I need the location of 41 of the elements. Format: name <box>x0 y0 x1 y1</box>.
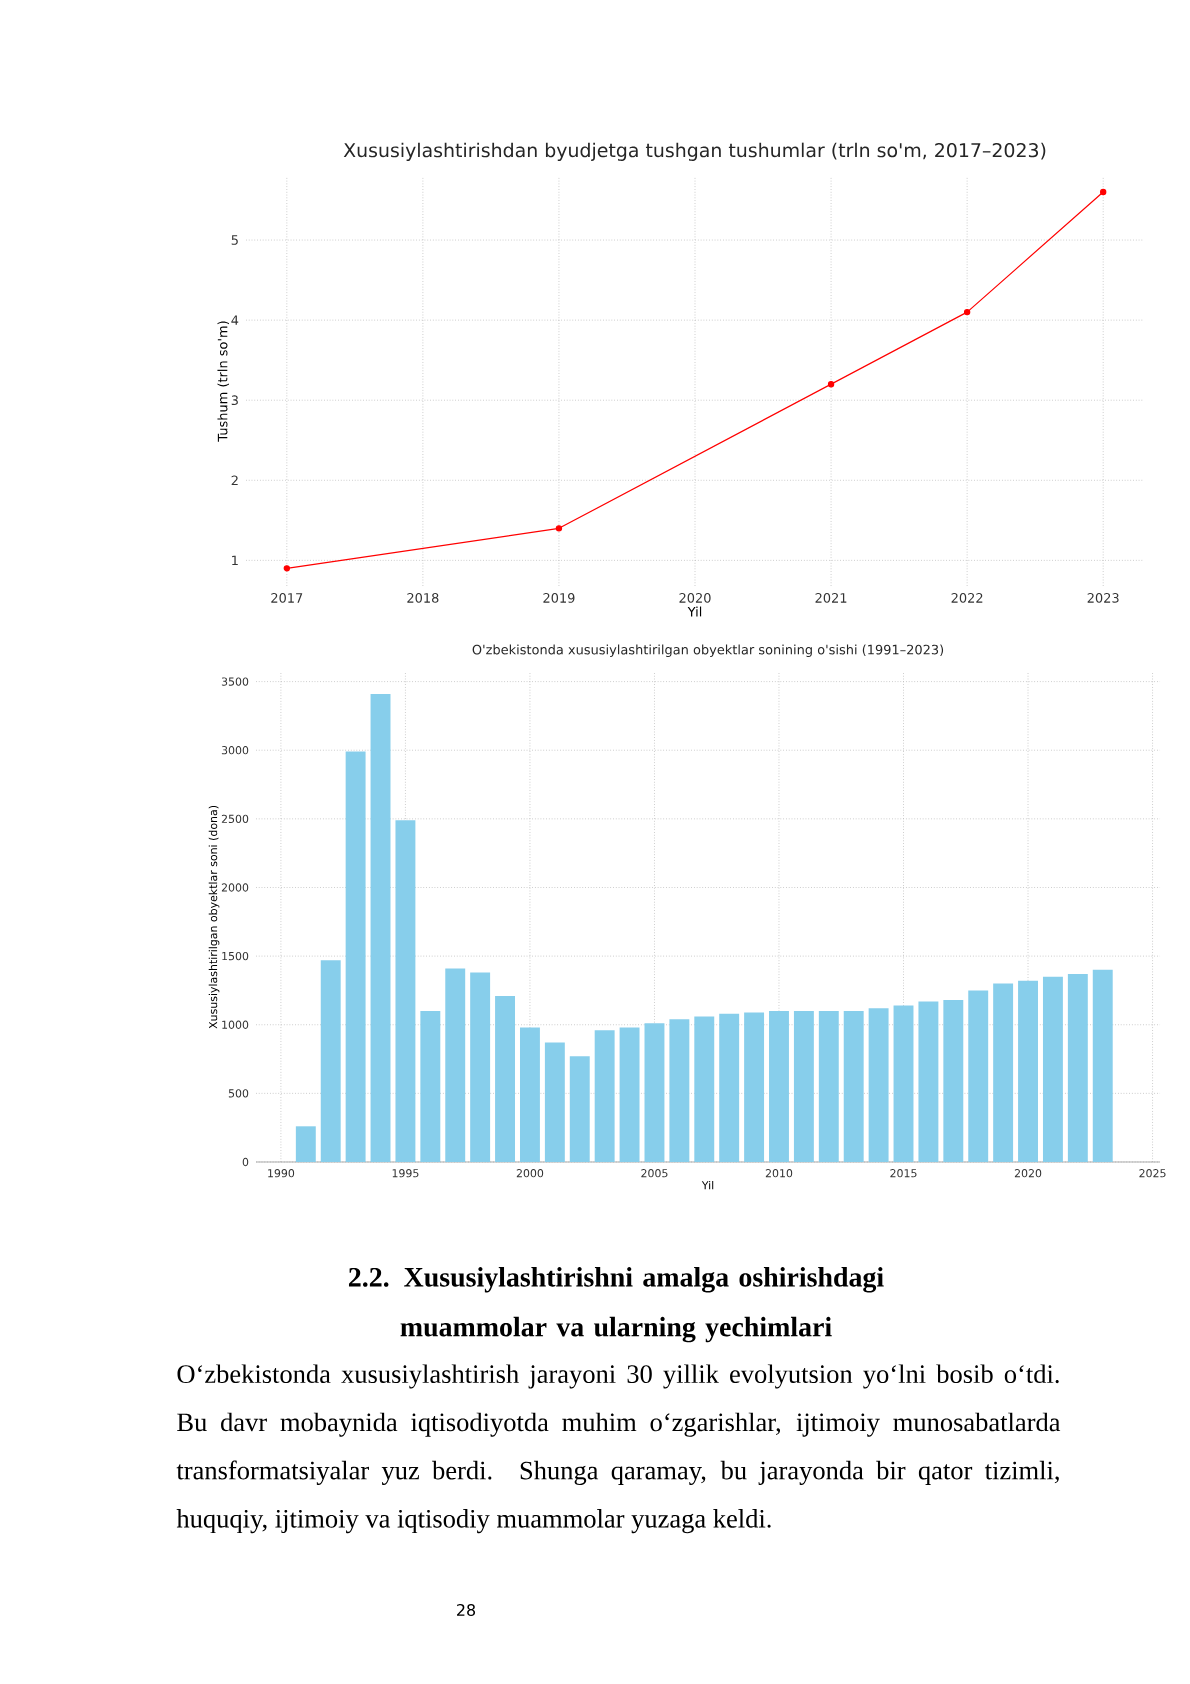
bar <box>395 820 416 1162</box>
point <box>283 565 291 572</box>
bar <box>320 960 341 1162</box>
bar <box>345 751 366 1162</box>
bar <box>295 1126 316 1162</box>
bar <box>943 1000 964 1162</box>
bar <box>569 1056 590 1162</box>
bar <box>370 693 391 1162</box>
bar <box>495 995 516 1162</box>
point <box>555 525 563 532</box>
text: 2.2. Xususiylashtirishni amalga oshirishdagi muammolar va ularning yechimlari <box>348 1267 884 1343</box>
bar <box>719 1013 740 1162</box>
bar <box>968 990 989 1162</box>
point <box>1100 188 1107 196</box>
bar <box>420 1011 441 1162</box>
bar <box>694 1016 715 1162</box>
bar <box>893 1005 914 1162</box>
bar <box>669 1019 690 1162</box>
bar <box>818 1011 839 1162</box>
bar <box>1018 980 1038 1162</box>
point <box>827 381 835 388</box>
bar <box>1042 976 1063 1162</box>
bar <box>1092 969 1113 1162</box>
bar <box>744 1012 765 1162</box>
bar <box>868 1008 889 1162</box>
bar <box>470 972 491 1162</box>
bar <box>519 1027 540 1162</box>
point <box>963 308 971 316</box>
text: O‘zbekistonda xususiylashtirish jarayoni 30 yillik evolyutsion yo‘lni bosib o‘tdi. Bu davr mobaynida iqtisodiyotda muhim o‘zgarishlar, ijtimoiy munosabatlarda transformatsiyalar yuz berdi. Shunga qaramay, bu jarayonda bir qator tizimli, huquqiy, ijtimoiy va iqtisodiy muammolar yuzaga keldi. <box>176 1364 1061 1534</box>
bar <box>793 1011 814 1162</box>
bar <box>1067 973 1088 1162</box>
bar <box>445 968 466 1162</box>
bar <box>918 1001 939 1162</box>
bar <box>619 1027 640 1162</box>
bar <box>594 1030 615 1162</box>
bar <box>769 1011 789 1162</box>
bar <box>644 1023 665 1162</box>
bar <box>993 983 1014 1162</box>
chart-title: Xususiylashtirishdan byudjetga tushgan tushumlar (trln so'm, 2017–2023) <box>343 142 1046 161</box>
bar <box>843 1011 864 1162</box>
bar <box>544 1042 565 1162</box>
